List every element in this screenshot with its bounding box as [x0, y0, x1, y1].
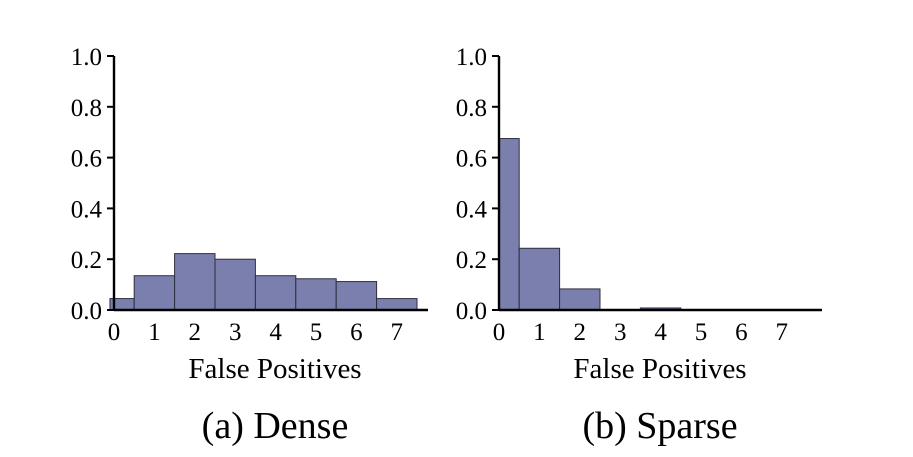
y-tick-label: 0.8: [456, 95, 487, 122]
x-tick-label: 3: [614, 319, 627, 346]
bar-0: [498, 138, 520, 311]
x-tick-label: 4: [269, 319, 282, 346]
x-axis-title: False Positives: [188, 353, 361, 385]
x-tick-label: 6: [735, 319, 748, 346]
bar-2: [174, 253, 216, 311]
y-tick-label: 1.0: [71, 44, 102, 71]
chart-panel-1: 0.0 0.2 0.4 0.6 0.8 1.0 0 1 2 3 4 5 6 7 False Positive…: [71, 44, 428, 447]
x-tick-label: 2: [574, 319, 587, 346]
bar-5: [295, 278, 337, 311]
bar-4: [254, 275, 297, 311]
x-tick-label: 0: [108, 319, 121, 346]
x-tick-label: 5: [695, 319, 708, 346]
x-tick-label: 6: [350, 319, 363, 346]
x-tick-label: 0: [493, 319, 506, 346]
y-tick-label: 0.0: [456, 298, 487, 325]
y-tick-label: 0.6: [456, 146, 487, 173]
panel-caption: (b) Sparse: [582, 405, 737, 447]
bar-3: [214, 258, 256, 311]
bar-2: [559, 288, 601, 311]
y-tick-label: 0.4: [71, 196, 103, 223]
bar-7: [376, 298, 418, 311]
y-tick-label: 0.2: [456, 247, 487, 274]
y-tick-label: 0.6: [71, 146, 102, 173]
x-axis-title: False Positives: [573, 353, 746, 385]
y-tick-label: 0.4: [456, 196, 488, 223]
x-tick-label: 1: [533, 319, 546, 346]
y-tick-label: 0.2: [71, 247, 102, 274]
x-tick-label: 5: [310, 319, 323, 346]
y-tick-label: 0.8: [71, 95, 102, 122]
x-tick-label: 7: [391, 319, 404, 346]
bar-1: [518, 247, 561, 311]
bar-6: [335, 281, 378, 311]
x-tick-label: 3: [229, 319, 242, 346]
bar-1: [133, 275, 176, 311]
x-tick-label: 4: [654, 319, 667, 346]
x-tick-label: 7: [776, 319, 789, 346]
chart-panel-2: 0.0 0.2 0.4 0.6 0.8 1.0 0 1 2 3 4 5 6 7 False Positive…: [456, 44, 822, 447]
panel-caption: (a) Dense: [202, 405, 349, 447]
x-tick-label: 1: [148, 319, 161, 346]
y-tick-label: 1.0: [456, 44, 487, 71]
y-tick-label: 0.0: [71, 298, 102, 325]
x-tick-label: 2: [189, 319, 202, 346]
